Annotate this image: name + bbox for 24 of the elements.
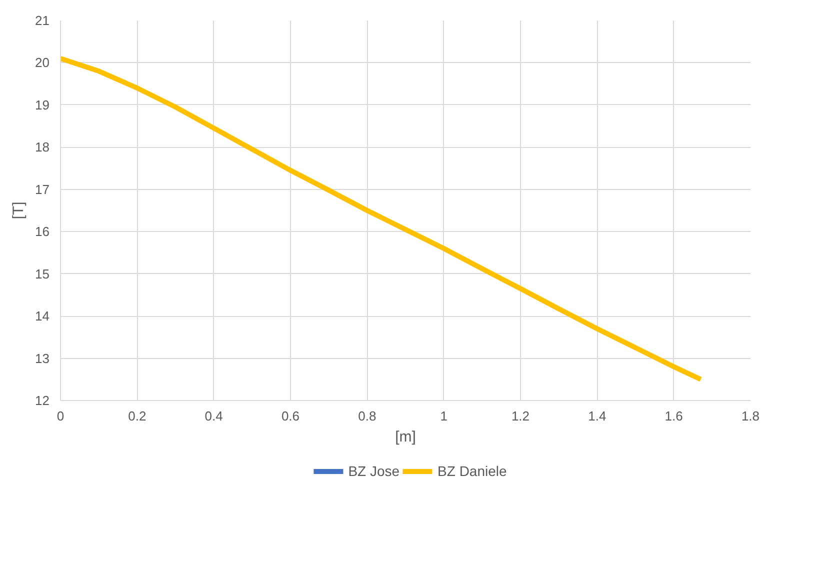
y-tick-label: 21	[35, 13, 50, 28]
x-tick-label: 0.8	[358, 408, 376, 424]
legend-label: BZ Jose	[348, 462, 400, 478]
x-tick-label: 1	[440, 408, 448, 424]
y-axis-title: [T]	[10, 202, 28, 220]
y-tick-label: 17	[35, 182, 50, 197]
x-tick-label: 0	[56, 408, 64, 424]
y-tick-label: 20	[35, 55, 50, 70]
y-tick-label: 18	[35, 140, 50, 155]
x-tick-label: 0.2	[128, 408, 146, 424]
y-tick-label: 12	[35, 393, 50, 408]
y-tick-label: 16	[35, 224, 50, 240]
y-tick-label: 15	[35, 266, 50, 282]
x-tick-label: 1.6	[664, 408, 683, 424]
x-tick-label: 1.4	[588, 408, 606, 424]
x-tick-label: 1.8	[741, 408, 760, 424]
legend-label: BZ Daniele	[438, 462, 507, 478]
x-tick-label: 0.4	[204, 408, 223, 424]
x-tick-label: 1.2	[511, 408, 530, 424]
y-tick-label: 19	[35, 97, 50, 112]
x-axis-title: [m]	[395, 428, 416, 446]
y-tick-label: 13	[35, 350, 50, 366]
x-tick-label: 0.6	[281, 408, 300, 424]
y-tick-label: 14	[35, 308, 50, 324]
